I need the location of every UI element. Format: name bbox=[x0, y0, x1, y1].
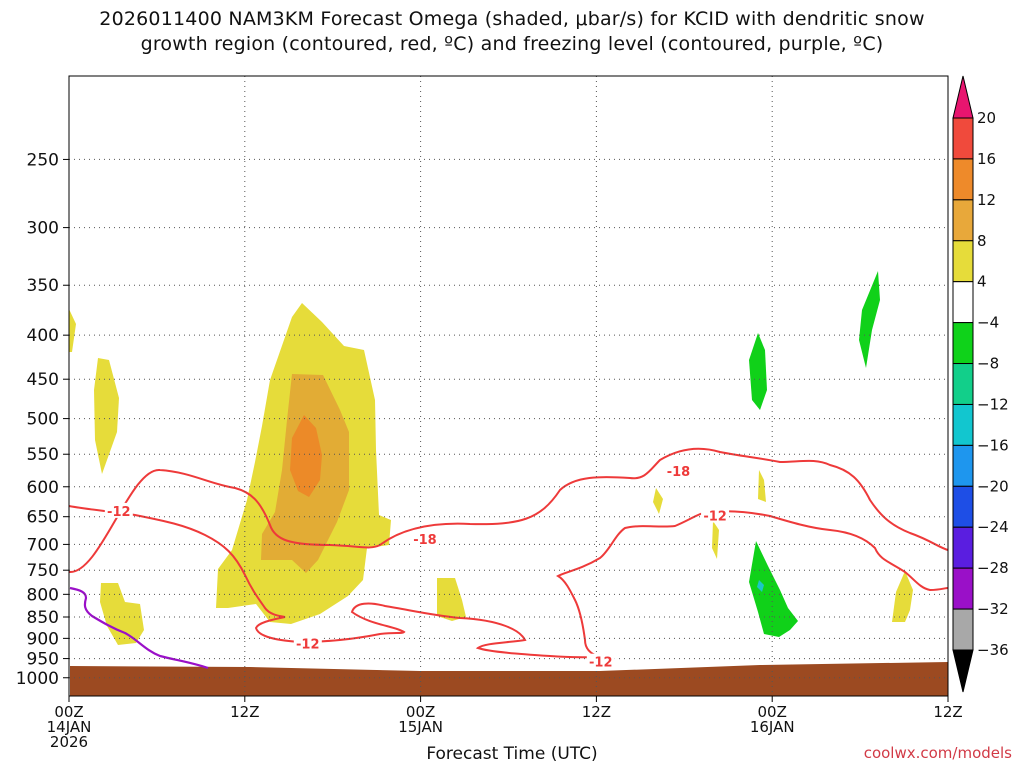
colorbar-bottom-triangle bbox=[952, 649, 974, 693]
y-tick-label: 750 bbox=[27, 561, 59, 581]
contour-label-bg bbox=[701, 507, 730, 523]
y-tick-label: 650 bbox=[27, 508, 59, 528]
y-tick-label: 600 bbox=[27, 478, 59, 498]
contour-label: -18 bbox=[667, 465, 691, 480]
colorbar-band bbox=[952, 444, 974, 487]
y-tick-label: 300 bbox=[27, 219, 59, 239]
contour-label-bg bbox=[104, 502, 133, 518]
colorbar-label: −36 bbox=[977, 641, 1009, 659]
colorbar-band bbox=[952, 403, 974, 446]
y-tick-label: 550 bbox=[27, 445, 59, 465]
colorbar-band bbox=[952, 526, 974, 569]
x-tick-label: 12Z bbox=[230, 703, 259, 721]
y-tick-label: 1000 bbox=[16, 669, 59, 689]
credit-text: coolwx.com/models bbox=[863, 744, 1012, 762]
colorbar-band bbox=[952, 322, 974, 365]
y-tick-label: 400 bbox=[27, 326, 59, 346]
colorbar-band bbox=[952, 199, 974, 242]
colorbar-label: 12 bbox=[977, 191, 996, 209]
contour-label-bg bbox=[586, 653, 615, 669]
colorbar-label: −28 bbox=[977, 559, 1009, 577]
y-tick-label: 900 bbox=[27, 629, 59, 649]
x-tick-label: 00Z bbox=[406, 703, 435, 721]
x-tick-label: 14JAN bbox=[47, 718, 92, 736]
x-tick-label: 00Z bbox=[54, 703, 83, 721]
y-tick-label: 350 bbox=[27, 276, 59, 296]
dgz-contours bbox=[68, 447, 949, 659]
x-tick-label: 2026 bbox=[50, 733, 88, 751]
y-tick-label: 700 bbox=[27, 535, 59, 555]
colorbar-label: −32 bbox=[977, 600, 1009, 618]
y-tick-label: 850 bbox=[27, 608, 59, 628]
x-tick-label: 16JAN bbox=[750, 718, 795, 736]
colorbar-band bbox=[952, 117, 974, 160]
colorbar-label: −4 bbox=[977, 314, 999, 332]
colorbar-band bbox=[952, 240, 974, 283]
contour-label: -18 bbox=[413, 533, 437, 548]
contour-label: -12 bbox=[589, 656, 613, 671]
contour-label-bg bbox=[293, 635, 322, 651]
chart-title-line-1: 2026011400 NAM3KM Forecast Omega (shaded… bbox=[99, 8, 925, 30]
contour-label-bg bbox=[664, 462, 693, 478]
colorbar-top-triangle bbox=[952, 75, 974, 119]
contour-label: -12 bbox=[107, 505, 131, 520]
y-tick-label: 250 bbox=[27, 150, 59, 170]
contour-label: -12 bbox=[296, 637, 320, 652]
colorbar-band bbox=[952, 567, 974, 610]
colorbar-label: 4 bbox=[977, 273, 987, 291]
y-tick-label: 800 bbox=[27, 585, 59, 605]
colorbar-label: −20 bbox=[977, 477, 1009, 495]
omega-shading-orange bbox=[290, 415, 322, 497]
terrain-fill bbox=[70, 662, 948, 696]
colorbar-band bbox=[952, 363, 974, 405]
omega-shading-yellow bbox=[69, 303, 913, 645]
colorbar-band bbox=[952, 485, 974, 528]
omega-shading-cyan bbox=[757, 580, 764, 592]
y-tick-label: 950 bbox=[27, 650, 59, 670]
colorbar-label: −8 bbox=[977, 355, 999, 373]
contour-label: -12 bbox=[703, 510, 727, 525]
x-tick-label: 00Z bbox=[758, 703, 787, 721]
x-tick-label: 12Z bbox=[582, 703, 611, 721]
chart-title-line-2: growth region (contoured, red, ºC) and f… bbox=[140, 33, 884, 55]
plot-frame bbox=[68, 75, 949, 697]
contour-label-bg bbox=[410, 531, 439, 547]
x-axis-label: Forecast Time (UTC) bbox=[426, 744, 598, 764]
colorbar-label: −12 bbox=[977, 395, 1009, 413]
grid-lines bbox=[63, 76, 949, 702]
colorbar-label: 20 bbox=[977, 109, 996, 127]
colorbar-label: 16 bbox=[977, 150, 996, 168]
y-tick-label: 450 bbox=[27, 370, 59, 390]
colorbar-band bbox=[952, 608, 974, 651]
colorbar-label: −16 bbox=[977, 436, 1009, 454]
freezing-level-contour bbox=[69, 586, 209, 670]
contour-labels: -12 -18 -18 -12 -12 -12 bbox=[104, 462, 730, 671]
omega-shading-green bbox=[749, 271, 880, 637]
colorbar: 20 16 12 8 4 −4 −8 −12 −16 −20 −24 −28 −32 −36 bbox=[952, 75, 1009, 693]
x-tick-label: 12Z bbox=[933, 703, 962, 721]
y-tick-label: 500 bbox=[27, 410, 59, 430]
x-tick-label: 15JAN bbox=[398, 718, 443, 736]
colorbar-label: −24 bbox=[977, 518, 1009, 536]
colorbar-band bbox=[952, 158, 974, 201]
colorbar-label: 8 bbox=[977, 232, 987, 250]
colorbar-band bbox=[952, 281, 974, 324]
